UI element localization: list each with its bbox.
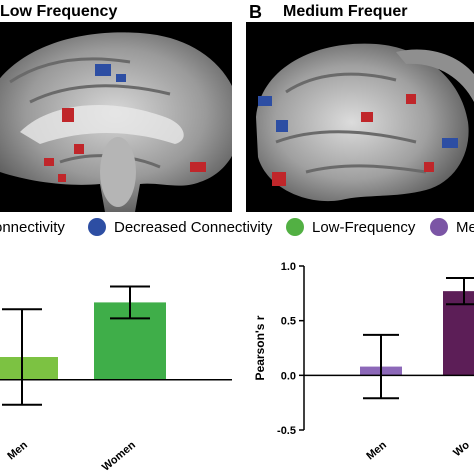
legend-item-increased: onnectivity bbox=[0, 213, 65, 241]
decreased-cluster bbox=[442, 138, 458, 148]
bar-chart-low-frequency: Men Women bbox=[0, 250, 232, 474]
y-tick-label: 0.0 bbox=[281, 370, 296, 382]
x-tick-label: Wo bbox=[451, 439, 472, 459]
brain-image-low-frequency bbox=[0, 22, 232, 212]
y-tick-label: 0.5 bbox=[281, 316, 296, 328]
increased-cluster bbox=[424, 162, 434, 172]
increased-cluster bbox=[190, 162, 206, 172]
increased-cluster bbox=[58, 174, 66, 182]
decreased-cluster bbox=[95, 64, 111, 76]
legend-item-decreased: Decreased Connectivity bbox=[88, 213, 272, 241]
x-tick-label: Men bbox=[364, 439, 389, 463]
increased-cluster bbox=[361, 112, 373, 122]
y-axis-label: Pearson's r bbox=[253, 315, 267, 380]
x-tick-label: Women bbox=[100, 439, 138, 474]
increased-cluster bbox=[44, 158, 54, 166]
legend-label: Decreased Connectivity bbox=[114, 218, 273, 236]
decreased-cluster bbox=[116, 74, 126, 82]
increased-cluster bbox=[62, 108, 74, 122]
legend: onnectivity Decreased Connectivity Low-F… bbox=[0, 213, 474, 241]
legend-item-medium-frequency: Med bbox=[430, 213, 474, 241]
legend-label: onnectivity bbox=[0, 218, 65, 236]
decreased-cluster bbox=[258, 96, 272, 106]
x-tick-label: Men bbox=[5, 439, 30, 463]
decreased-cluster bbox=[276, 120, 288, 132]
y-tick-label: -0.5 bbox=[277, 425, 296, 437]
increased-cluster bbox=[406, 94, 416, 104]
legend-item-low-frequency: Low-Frequency bbox=[286, 213, 415, 241]
brain-image-medium-frequency bbox=[246, 22, 474, 212]
legend-label: Med bbox=[456, 218, 474, 236]
panel-b-title: Medium Frequer bbox=[283, 3, 408, 20]
panel-b-letter: B bbox=[249, 2, 262, 22]
green-circle-icon bbox=[286, 218, 304, 236]
panel-a-title: Low Frequency bbox=[0, 3, 118, 20]
increased-cluster bbox=[272, 172, 286, 186]
bar bbox=[0, 357, 58, 380]
increased-cluster bbox=[74, 144, 84, 154]
legend-label: Low-Frequency bbox=[312, 218, 416, 236]
y-tick-label: 1.0 bbox=[281, 261, 296, 273]
purple-circle-icon bbox=[430, 218, 448, 236]
bar-chart-medium-frequency: 1.0 0.5 0.0 -0.5 Pearson's r Men Wo bbox=[246, 250, 474, 474]
blue-circle-icon bbox=[88, 218, 106, 236]
